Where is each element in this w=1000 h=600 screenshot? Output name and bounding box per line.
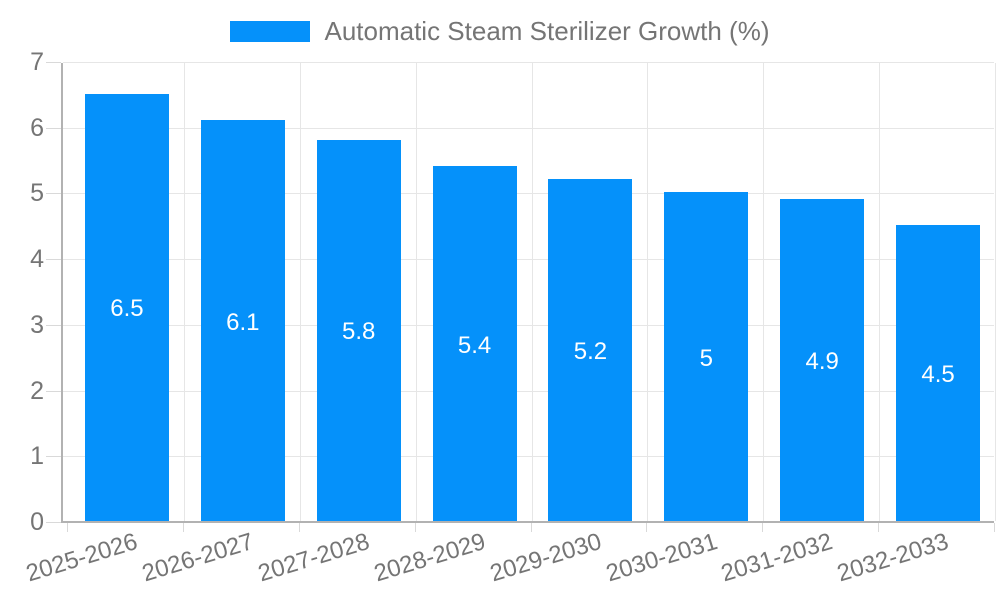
bar[interactable] (316, 139, 401, 521)
x-category-label: 2029-2030 (486, 528, 605, 588)
y-tick-label: 3 (30, 310, 44, 339)
x-axis-tick (530, 523, 532, 532)
y-gridline (63, 62, 994, 64)
bar-value-label: 5.4 (457, 331, 492, 359)
y-tick-label: 0 (30, 508, 44, 536)
y-gridline (63, 324, 994, 326)
y-tick-label: 7 (30, 48, 44, 76)
x-axis-tick (878, 523, 880, 532)
y-axis-tick (46, 324, 61, 326)
y-tick-label: 6 (30, 113, 44, 142)
bar[interactable] (432, 166, 517, 521)
y-tick-label: 5 (30, 179, 44, 208)
y-gridline (63, 259, 994, 261)
y-tick-label: 1 (30, 442, 44, 471)
bar-value-label: 6.5 (110, 295, 144, 323)
x-category-label: 2026-2027 (139, 528, 257, 588)
x-gridline (531, 63, 533, 521)
x-gridline (995, 63, 996, 521)
y-axis-tick (46, 193, 61, 195)
x-category-label: 2027-2028 (254, 528, 373, 588)
x-gridline (299, 63, 301, 521)
bar-value-label: 5.8 (342, 318, 376, 346)
x-axis-tick (298, 523, 300, 532)
x-axis-tick (994, 523, 995, 532)
x-category-label: 2030-2031 (602, 528, 721, 588)
bar[interactable] (780, 199, 865, 521)
x-gridline (763, 63, 765, 521)
bar[interactable] (896, 225, 981, 521)
y-tick-label: 4 (30, 245, 44, 274)
y-axis-tick (46, 62, 61, 64)
x-category-label: 2025-2026 (23, 528, 141, 588)
y-gridline (63, 390, 994, 392)
x-gridline (879, 63, 881, 521)
x-gridline (183, 63, 185, 521)
legend[interactable]: Automatic Steam Sterilizer Growth (%) (0, 17, 1000, 45)
x-category-label: 2031-2032 (718, 528, 837, 588)
y-axis-tick (46, 522, 61, 523)
y-axis-tick (46, 259, 61, 261)
bar-value-label: 5.2 (573, 338, 608, 366)
x-category-label: 2028-2029 (370, 528, 489, 588)
y-axis-tick (46, 127, 61, 129)
bar[interactable] (200, 120, 285, 521)
bar[interactable] (548, 179, 633, 521)
x-axis-tick (67, 523, 68, 532)
y-gridline (63, 456, 994, 458)
legend-label: Automatic Steam Sterilizer Growth (%) (324, 16, 770, 46)
x-category-label: 2032-2033 (834, 528, 952, 588)
x-axis-tick (646, 523, 648, 532)
bar[interactable] (84, 93, 169, 521)
x-gridline (415, 63, 417, 521)
y-gridline (63, 193, 994, 195)
legend-swatch (230, 20, 311, 42)
y-gridline (63, 127, 994, 129)
bar-value-label: 5 (699, 344, 713, 372)
x-axis-tick (414, 523, 416, 532)
y-tick-label: 2 (30, 376, 44, 405)
bar[interactable] (664, 192, 749, 521)
y-axis-tick (46, 390, 61, 392)
x-axis-tick (182, 523, 184, 532)
bar-value-label: 6.1 (226, 308, 260, 336)
y-axis-tick (46, 456, 61, 458)
bar-value-label: 4.5 (921, 361, 955, 389)
x-gridline (647, 63, 649, 521)
x-axis-tick (762, 523, 764, 532)
plot-area: 6.5 6.1 5.8 5.4 5.2 5 4.9 4.5 (46, 62, 996, 523)
bar-value-label: 4.9 (805, 348, 839, 375)
